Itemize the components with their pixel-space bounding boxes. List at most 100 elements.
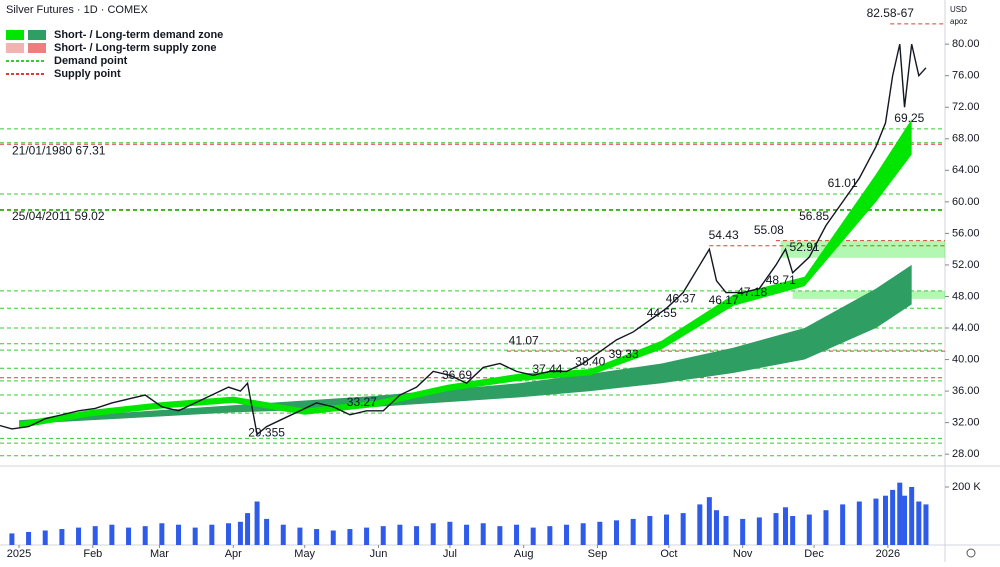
price-annotation: 41.07 [509,333,539,347]
volume-bar [245,513,251,545]
volume-bar [364,527,370,545]
volume-bar [254,501,260,545]
legend-swatch [28,30,46,40]
legend-swatch [6,30,24,40]
volume-bar [464,524,470,545]
volume-bar [663,514,669,545]
volume-bar [497,526,503,545]
volume-bar [314,529,320,545]
volume-bar [897,482,903,545]
volume-bar [580,523,586,545]
legend-label: Short- / Long-term demand zone [54,29,223,41]
currency-label: USD [950,5,967,14]
x-tick-label: Dec [804,548,824,560]
volume-bar [806,514,812,545]
legend-swatch [6,43,24,53]
y-tick-label: 68.00 [952,133,980,145]
volume-bar [347,529,353,545]
x-tick-label: Mar [150,548,169,560]
volume-bar [330,530,336,545]
volume-bar [790,515,796,545]
price-annotation: 82.58-67 [867,6,915,20]
price-annotation: 37.44 [532,362,562,376]
volume-bar [923,504,929,545]
volume-bar [773,513,779,545]
volume-bar [713,510,719,545]
y-tick-label: 36.00 [952,385,980,397]
volume-bar [447,521,453,545]
x-tick-label: Nov [733,548,753,560]
volume-bar [59,529,65,545]
volume-bar [142,526,148,545]
y-tick-label: 40.00 [952,353,980,365]
volume-bar [264,518,270,545]
chart-title: Silver Futures · 1D · COMEX [6,4,148,16]
volume-bar [680,513,686,545]
y-tick-label: 28.00 [952,448,980,460]
price-annotation: 36.69 [442,368,472,382]
long-zone [19,264,912,425]
legend-swatch [28,43,46,53]
x-tick-label: 2025 [7,548,31,560]
volume-bar [902,495,908,545]
volume-bar [42,530,48,545]
volume-bar [697,504,703,545]
volume-bar [380,526,386,545]
volume-bar [92,526,98,545]
volume-bar [26,531,32,545]
volume-bar [909,486,915,545]
y-tick-label: 48.00 [952,290,980,302]
volume-bar [480,523,486,545]
volume-bar [159,523,165,545]
x-tick-label: May [294,548,315,560]
legend-label: Supply point [54,68,121,80]
volume-bar [237,521,243,545]
x-tick-label: Sep [588,548,608,560]
y-tick-label: 60.00 [952,196,980,208]
y-tick-label: 44.00 [952,322,980,334]
price-annotation: 39.33 [609,347,639,361]
x-tick-label: Jul [443,548,457,560]
volume-bar [882,495,888,545]
volume-bar [530,527,536,545]
price-annotation: 56.85 [799,209,829,223]
y-tick-label: 72.00 [952,101,980,113]
price-annotation: 44.55 [647,306,677,320]
price-annotation: 33.27 [347,395,377,409]
x-tick-label: Oct [660,548,677,560]
volume-bar [873,498,879,545]
volume-bar [723,515,729,545]
volume-bar [209,524,215,545]
price-annotation: 29.355 [248,426,285,440]
x-tick-label: Apr [225,548,242,560]
volume-bar [916,501,922,545]
volume-bar [756,517,762,545]
y-tick-label: 80.00 [952,38,980,50]
x-tick-label: Jun [370,548,388,560]
volume-bar [176,524,182,545]
price-annotation: 52.91 [790,240,820,254]
price-annotation: 46.37 [666,291,696,305]
price-line [0,44,927,436]
volume-bar [614,520,620,545]
volume-bar [740,518,746,545]
volume-bar [397,524,403,545]
price-annotation: 47.18 [737,285,767,299]
volume-bar [9,533,15,545]
x-tick-label: Feb [83,548,102,560]
volume-bar [280,524,286,545]
volume-bar [856,501,862,545]
price-annotation: 38.40 [575,354,605,368]
volume-bar [76,527,82,545]
volume-bar [414,526,420,545]
settings-icon[interactable] [966,548,976,558]
y-tick-label: 52.00 [952,259,980,271]
legend-label: Short- / Long-term supply zone [54,42,217,54]
volume-bar [547,526,553,545]
x-tick-label: Aug [514,548,534,560]
price-annotation: 61.01 [828,176,858,190]
volume-bar [783,507,789,545]
price-annotation: 55.08 [754,223,784,237]
volume-bar [109,524,115,545]
